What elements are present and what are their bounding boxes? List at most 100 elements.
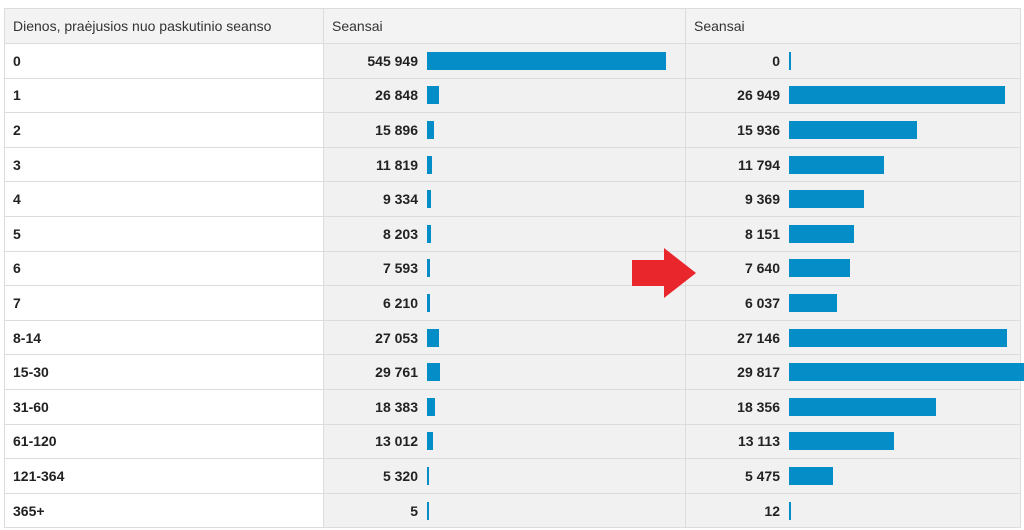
sessions-value-1: 13 012 — [375, 433, 418, 450]
row-label: 0 — [4, 43, 324, 79]
sessions-bar-2 — [789, 51, 791, 70]
sessions-bar-1 — [427, 501, 429, 520]
sessions-cell-1: 29 761 — [323, 354, 686, 390]
sessions-value-1: 11 819 — [375, 156, 418, 173]
row-label: 121-364 — [4, 458, 324, 494]
table-row: 15-30 29 761 29 817 — [4, 354, 1024, 390]
table-row: 3 11 819 11 794 — [4, 146, 1024, 183]
sessions-value-1: 26 848 — [375, 87, 418, 104]
sessions-value-2: 0 — [772, 52, 780, 69]
arrow-shape — [632, 248, 696, 298]
header-days-since-last-session[interactable]: Dienos, praėjusios nuo paskutinio seanso — [4, 8, 324, 44]
table-row: 365+ 5 12 — [4, 492, 1024, 529]
bar-track — [789, 501, 1024, 520]
sessions-bar-2 — [789, 190, 865, 209]
sessions-value-2: 8 151 — [744, 225, 780, 242]
row-label: 1 — [4, 77, 324, 114]
sessions-value-2: 15 936 — [737, 121, 780, 138]
table-row: 7 6 210 6 037 — [4, 285, 1024, 321]
sessions-cell-1: 26 848 — [323, 77, 686, 114]
sessions-cell-2: 9 369 — [685, 181, 1024, 217]
bar-track — [789, 86, 1024, 105]
sessions-bar-2 — [789, 293, 838, 312]
sessions-value-1: 27 053 — [375, 329, 418, 346]
sessions-value-2: 11 794 — [737, 156, 780, 173]
bar-track — [789, 190, 1024, 209]
bar-track — [427, 259, 667, 278]
table-row: 6 7 593 7 640 — [4, 250, 1024, 287]
sessions-value-1: 545 949 — [367, 52, 418, 69]
row-label: 365+ — [4, 492, 324, 529]
sessions-value-1: 5 320 — [382, 467, 418, 484]
bar-track — [789, 51, 1024, 70]
bar-track — [789, 432, 1024, 451]
sessions-cell-1: 15 896 — [323, 112, 686, 148]
sessions-bar-1 — [427, 190, 432, 209]
sessions-cell-1: 5 — [323, 492, 686, 529]
sessions-cell-2: 27 146 — [685, 319, 1024, 356]
sessions-cell-2: 0 — [685, 43, 1024, 79]
bar-track — [789, 259, 1024, 278]
bar-track — [427, 190, 667, 209]
sessions-cell-1: 5 320 — [323, 458, 686, 494]
sessions-value-2: 7 640 — [744, 260, 780, 277]
row-label: 15-30 — [4, 354, 324, 390]
sessions-value-1: 18 383 — [375, 398, 418, 415]
bar-track — [789, 224, 1024, 243]
bar-track — [789, 363, 1024, 382]
sessions-value-2: 9 369 — [744, 191, 780, 208]
sessions-bar-1 — [427, 51, 666, 70]
arrow-right-icon — [632, 248, 696, 298]
sessions-bar-2 — [789, 432, 895, 451]
header-sessions-2[interactable]: Seansai — [685, 8, 1021, 44]
bar-track — [789, 155, 1024, 174]
row-label: 6 — [4, 250, 324, 287]
table-row: 121-364 5 320 5 475 — [4, 458, 1024, 494]
sessions-bar-2 — [789, 224, 855, 243]
bar-track — [789, 293, 1024, 312]
sessions-bar-2 — [789, 259, 851, 278]
sessions-cell-2: 18 356 — [685, 388, 1021, 425]
bar-track — [427, 328, 667, 347]
sessions-cell-1: 27 053 — [323, 319, 686, 356]
row-label: 7 — [4, 285, 324, 321]
sessions-bar-2 — [789, 501, 791, 520]
table-row: 5 8 203 8 151 — [4, 215, 1024, 252]
bar-track — [427, 466, 667, 485]
sessions-cell-1: 13 012 — [323, 423, 686, 460]
header-sessions-1[interactable]: Seansai — [323, 8, 686, 44]
sessions-table: Dienos, praėjusios nuo paskutinio seanso… — [4, 8, 1024, 529]
bar-track — [427, 293, 667, 312]
sessions-cell-2: 29 817 — [685, 354, 1024, 390]
sessions-bar-1 — [427, 155, 433, 174]
bar-track — [427, 432, 667, 451]
sessions-bar-1 — [427, 224, 431, 243]
bar-track — [427, 120, 667, 139]
sessions-cell-1: 8 203 — [323, 215, 686, 252]
sessions-cell-1: 7 593 — [323, 250, 686, 287]
sessions-bar-1 — [427, 466, 430, 485]
sessions-bar-1 — [427, 120, 434, 139]
sessions-bar-1 — [427, 259, 431, 278]
row-label: 31-60 — [4, 388, 324, 425]
bar-track — [427, 51, 667, 70]
bar-track — [789, 466, 1024, 485]
sessions-cell-2: 12 — [685, 492, 1024, 529]
row-label: 4 — [4, 181, 324, 217]
sessions-value-2: 12 — [764, 502, 780, 519]
bar-track — [427, 155, 667, 174]
table-row: 0 545 949 0 — [4, 43, 1024, 79]
sessions-value-1: 15 896 — [375, 121, 418, 138]
sessions-value-2: 27 146 — [737, 329, 780, 346]
sessions-value-2: 29 817 — [737, 364, 780, 381]
sessions-cell-2: 5 475 — [685, 458, 1024, 494]
sessions-bar-2 — [789, 466, 833, 485]
bar-track — [427, 363, 667, 382]
bar-track — [789, 328, 1024, 347]
sessions-bar-2 — [789, 328, 1007, 347]
sessions-bar-2 — [789, 86, 1005, 105]
sessions-cell-1: 545 949 — [323, 43, 686, 79]
sessions-bar-1 — [427, 432, 433, 451]
sessions-value-1: 7 593 — [382, 260, 418, 277]
sessions-bar-1 — [427, 86, 439, 105]
